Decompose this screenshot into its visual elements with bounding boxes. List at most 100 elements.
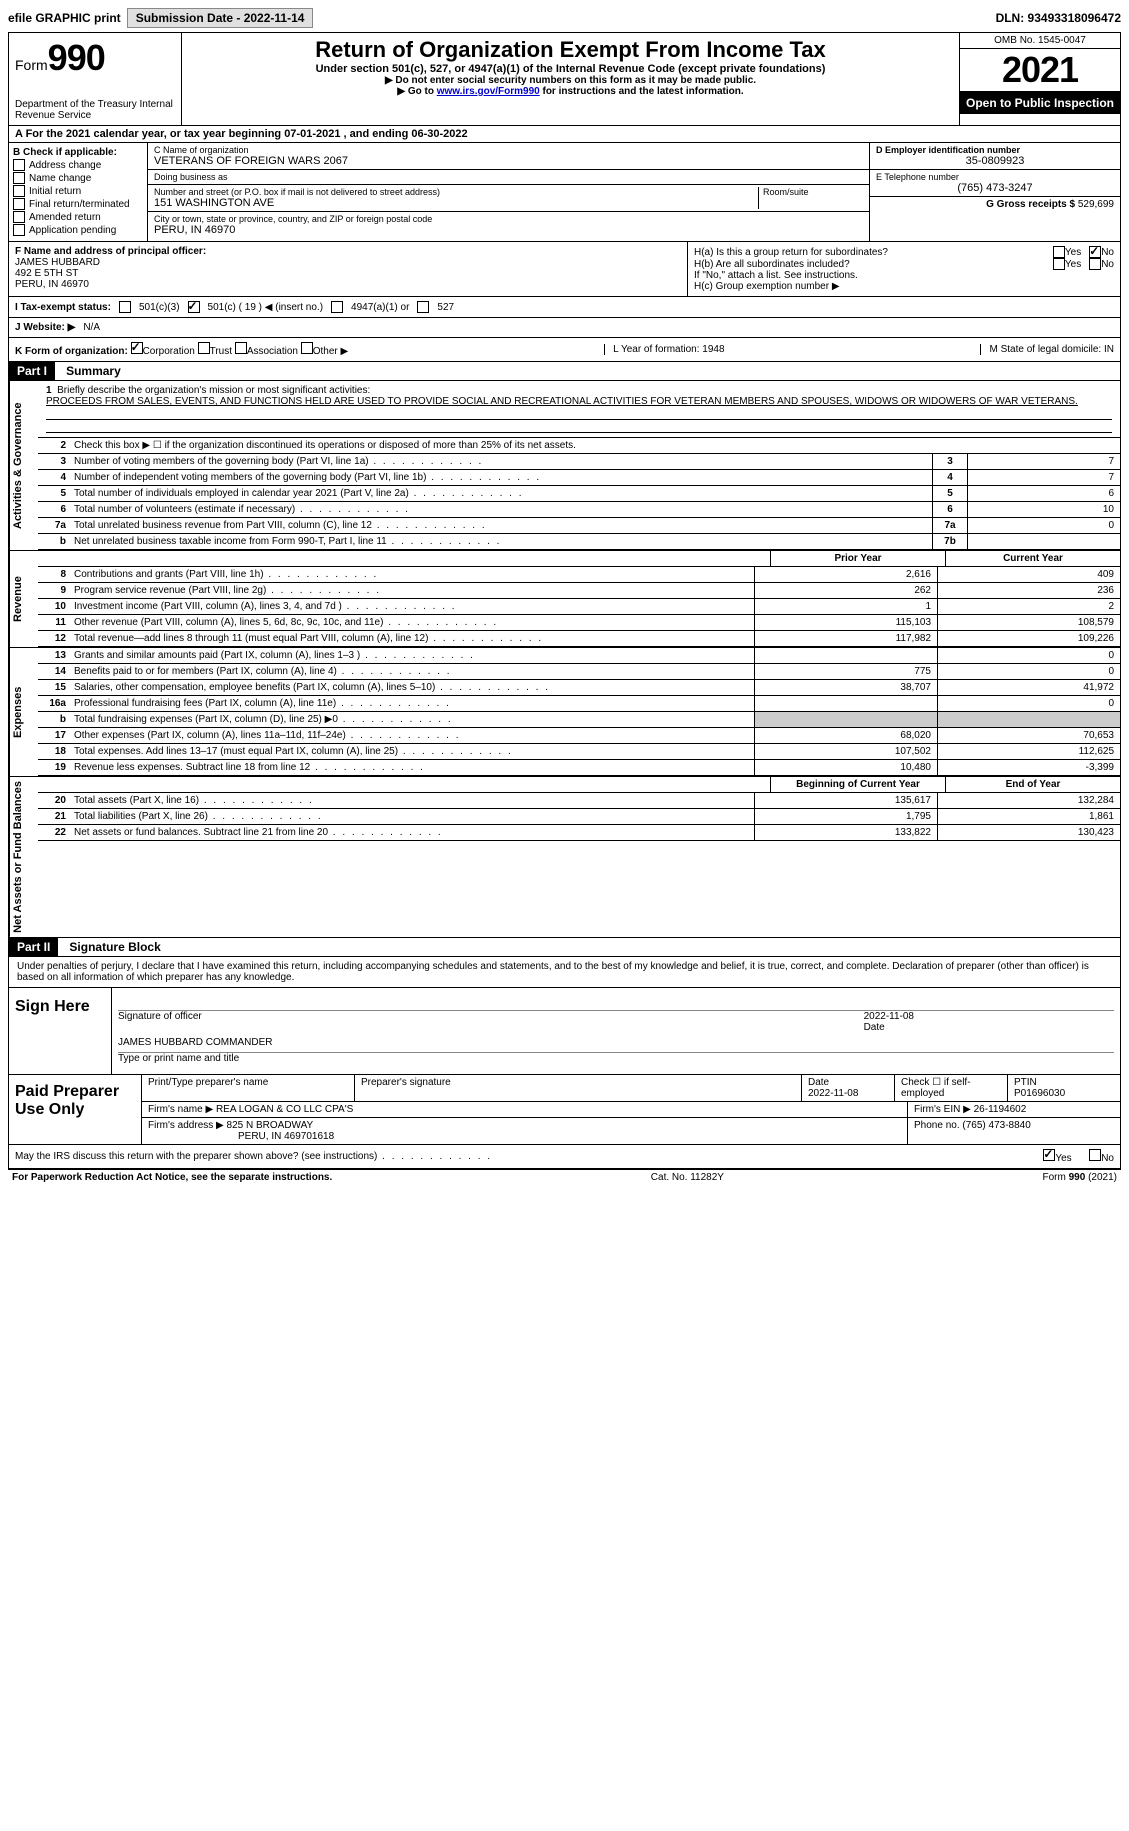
I-label: I Tax-exempt status: xyxy=(15,302,111,313)
may-irs-label: May the IRS discuss this return with the… xyxy=(15,1151,492,1162)
section-B-C-D: B Check if applicable: Address change Na… xyxy=(9,143,1120,242)
chk-4947[interactable] xyxy=(331,301,343,313)
section-F-H: F Name and address of principal officer:… xyxy=(9,242,1120,297)
submission-date-button[interactable]: Submission Date - 2022-11-14 xyxy=(127,8,314,28)
chk-501c3[interactable] xyxy=(119,301,131,313)
chk-527[interactable] xyxy=(417,301,429,313)
C-addr-label: Number and street (or P.O. box if mail i… xyxy=(154,187,758,197)
telephone: (765) 473-3247 xyxy=(876,182,1114,194)
part-I-header-row: Part I Summary xyxy=(9,362,1120,381)
firm-phone: (765) 473-8840 xyxy=(962,1120,1030,1131)
header-mid: Return of Organization Exempt From Incom… xyxy=(182,33,959,125)
line-1: 1 Briefly describe the organization's mi… xyxy=(38,381,1120,438)
form-word: Form xyxy=(15,57,48,73)
chk-trust[interactable] xyxy=(198,342,210,354)
expense-line-13: 13Grants and similar amounts paid (Part … xyxy=(38,648,1120,664)
part-II-badge: Part II xyxy=(9,938,58,956)
chk-address-change[interactable] xyxy=(13,159,25,171)
ptin: P01696030 xyxy=(1014,1088,1065,1099)
summary-line-6: 6Total number of volunteers (estimate if… xyxy=(38,502,1120,518)
preparer-sig-label: Preparer's signature xyxy=(355,1075,802,1101)
chk-Ha-yes[interactable] xyxy=(1053,246,1065,258)
G-label: G Gross receipts $ xyxy=(986,199,1075,210)
revenue-block: Revenue Prior Year Current Year 8Contrib… xyxy=(9,551,1120,648)
footer-left: For Paperwork Reduction Act Notice, see … xyxy=(12,1172,332,1183)
col-F: F Name and address of principal officer:… xyxy=(9,242,688,296)
col-prior-year: Prior Year xyxy=(770,551,945,566)
summary-line-b: bNet unrelated business taxable income f… xyxy=(38,534,1120,550)
netassets-line-22: 22Net assets or fund balances. Subtract … xyxy=(38,825,1120,841)
chk-may-no[interactable] xyxy=(1089,1149,1101,1161)
Hb-label: H(b) Are all subordinates included? xyxy=(694,259,1053,270)
expense-line-17: 17Other expenses (Part IX, column (A), l… xyxy=(38,728,1120,744)
chk-Hb-yes[interactable] xyxy=(1053,258,1065,270)
expense-line-18: 18Total expenses. Add lines 13–17 (must … xyxy=(38,744,1120,760)
tax-year: 2021 xyxy=(960,49,1120,92)
chk-final-return[interactable] xyxy=(13,198,25,210)
vlabel-expenses: Expenses xyxy=(9,648,38,776)
page-footer: For Paperwork Reduction Act Notice, see … xyxy=(8,1170,1121,1185)
chk-corporation[interactable] xyxy=(131,342,143,354)
mission-text: PROCEEDS FROM SALES, EVENTS, AND FUNCTIO… xyxy=(46,396,1078,407)
D-label: D Employer identification number xyxy=(876,145,1114,155)
chk-association[interactable] xyxy=(235,342,247,354)
chk-amended-return[interactable] xyxy=(13,211,25,223)
may-irs-row: May the IRS discuss this return with the… xyxy=(9,1145,1120,1169)
header-right: OMB No. 1545-0047 2021 Open to Public In… xyxy=(959,33,1120,125)
prep-date: 2022-11-08 xyxy=(808,1088,858,1099)
C-dba-label: Doing business as xyxy=(154,172,863,182)
expense-line-16a: 16aProfessional fundraising fees (Part I… xyxy=(38,696,1120,712)
dept-label: Department of the Treasury Internal Reve… xyxy=(15,99,175,121)
footer-mid: Cat. No. 11282Y xyxy=(651,1172,724,1183)
J-label: J Website: ▶ xyxy=(15,322,75,333)
Hb-note: If "No," attach a list. See instructions… xyxy=(694,270,1114,281)
revenue-line-11: 11Other revenue (Part VIII, column (A), … xyxy=(38,615,1120,631)
sign-here-section: Sign Here Signature of officer 2022-11-0… xyxy=(9,988,1120,1075)
form-number: 990 xyxy=(48,37,105,78)
row-A-period: A For the 2021 calendar year, or tax yea… xyxy=(9,126,1120,143)
line-2: 2 Check this box ▶ ☐ if the organization… xyxy=(38,438,1120,454)
netassets-line-21: 21Total liabilities (Part X, line 26)1,7… xyxy=(38,809,1120,825)
chk-initial-return[interactable] xyxy=(13,185,25,197)
Hc-label: H(c) Group exemption number ▶ xyxy=(694,281,1114,292)
officer-type-label: Type or print name and title xyxy=(118,1053,239,1064)
form-header: Form990 Department of the Treasury Inter… xyxy=(9,33,1120,126)
part-II-title: Signature Block xyxy=(61,938,168,956)
check-self-employed: Check ☐ if self-employed xyxy=(895,1075,1008,1101)
chk-501c[interactable] xyxy=(188,301,200,313)
street-address: 151 WASHINGTON AVE xyxy=(154,197,758,209)
col-B: B Check if applicable: Address change Na… xyxy=(9,143,148,241)
footer-right: Form 990 (2021) xyxy=(1043,1172,1118,1183)
firm-name: REA LOGAN & CO LLC CPA'S xyxy=(216,1104,353,1115)
Ha-label: H(a) Is this a group return for subordin… xyxy=(694,247,1053,258)
col-D: D Employer identification number 35-0809… xyxy=(870,143,1120,241)
E-label: E Telephone number xyxy=(876,172,1114,182)
firm-ein: 26-1194602 xyxy=(974,1104,1027,1115)
chk-may-yes[interactable] xyxy=(1043,1149,1055,1161)
open-to-public: Open to Public Inspection xyxy=(960,92,1120,114)
form-note2: ▶ Go to www.irs.gov/Form990 for instruct… xyxy=(190,86,951,97)
irs-link[interactable]: www.irs.gov/Form990 xyxy=(437,86,540,97)
chk-Hb-no[interactable] xyxy=(1089,258,1101,270)
K-label: K Form of organization: xyxy=(15,346,128,357)
C-city-label: City or town, state or province, country… xyxy=(154,214,863,224)
col-H: H(a) Is this a group return for subordin… xyxy=(688,242,1120,296)
revenue-line-9: 9Program service revenue (Part VIII, lin… xyxy=(38,583,1120,599)
chk-other[interactable] xyxy=(301,342,313,354)
revenue-line-10: 10Investment income (Part VIII, column (… xyxy=(38,599,1120,615)
revenue-line-12: 12Total revenue—add lines 8 through 11 (… xyxy=(38,631,1120,647)
chk-application-pending[interactable] xyxy=(13,224,25,236)
paid-preparer-section: Paid Preparer Use Only Print/Type prepar… xyxy=(9,1075,1120,1145)
form-note1: ▶ Do not enter social security numbers o… xyxy=(190,75,951,86)
chk-name-change[interactable] xyxy=(13,172,25,184)
L-year: L Year of formation: 1948 xyxy=(604,344,724,355)
officer-name: JAMES HUBBARD xyxy=(15,257,681,268)
ein: 35-0809923 xyxy=(876,155,1114,167)
part-I-title: Summary xyxy=(58,362,129,380)
chk-Ha-no[interactable] xyxy=(1089,246,1101,258)
form-title: Return of Organization Exempt From Incom… xyxy=(190,37,951,63)
sig-officer-label: Signature of officer xyxy=(118,1011,202,1033)
officer-name-title: JAMES HUBBARD COMMANDER xyxy=(118,1037,1114,1048)
F-label: F Name and address of principal officer: xyxy=(15,246,681,257)
netassets-line-20: 20Total assets (Part X, line 16)135,6171… xyxy=(38,793,1120,809)
